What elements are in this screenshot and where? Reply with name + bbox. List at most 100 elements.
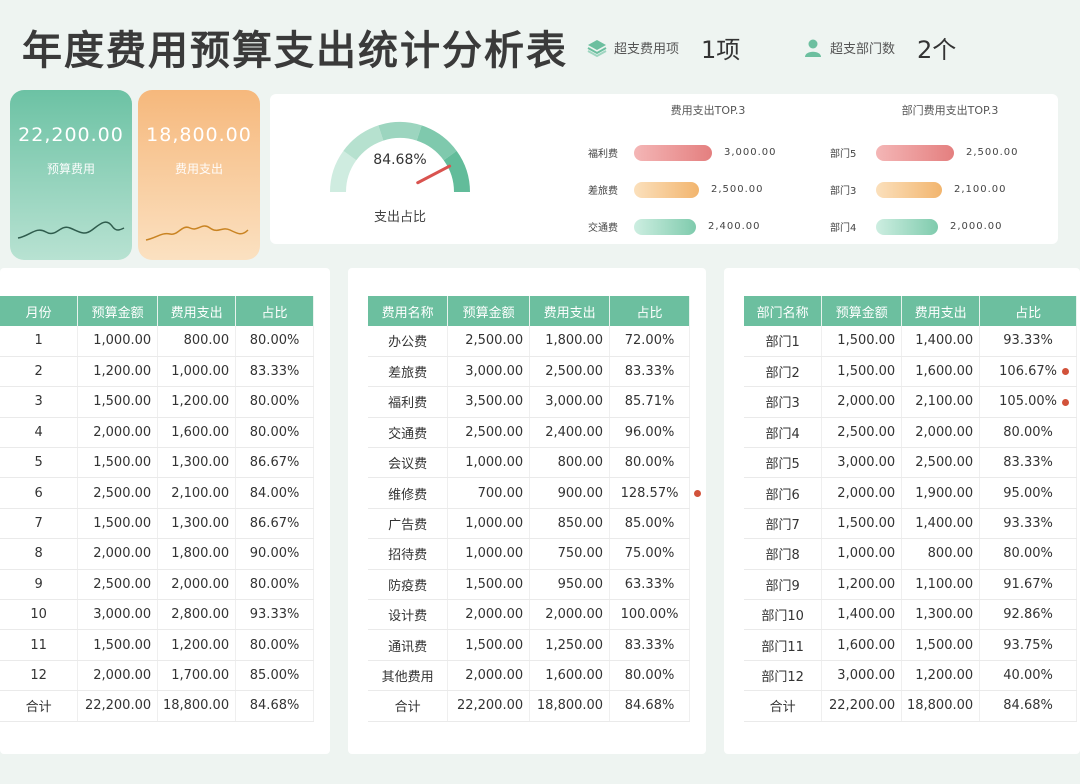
table-cell: 84.00%: [235, 477, 314, 509]
top-item-value: 2,000.00: [950, 221, 1003, 232]
over-items-stat: 超支费用项 1项: [586, 30, 740, 65]
table-cell: 2,100.00: [157, 477, 237, 509]
spend-label: 费用支出: [174, 162, 223, 176]
top-item-name: 福利费: [588, 149, 618, 160]
table-cell: 1,100.00: [901, 569, 981, 601]
table-cell: 广告费: [368, 508, 449, 540]
top-item-value: 3,000.00: [724, 147, 777, 158]
budget-label: 预算费用: [46, 162, 95, 176]
table-cell: 1,500.00: [821, 326, 903, 357]
table-cell: 85.71%: [609, 386, 690, 418]
table-cell: 1,500.00: [77, 629, 159, 661]
table-cell: 2,000.00: [77, 660, 159, 692]
table-cell: 办公费: [368, 326, 449, 357]
table-cell: 2,000.00: [77, 417, 159, 449]
table-cell: 1,900.00: [901, 477, 981, 509]
table-cell: 2: [0, 356, 79, 388]
table-cell: 2,100.00: [901, 386, 981, 418]
table-cell: 900.00: [529, 477, 611, 509]
table-row: 6 2,500.00 2,100.00 84.00%: [0, 477, 314, 509]
table-cell: 1,250.00: [529, 629, 611, 661]
table-row: 通讯费 1,500.00 1,250.00 83.33%: [368, 629, 690, 661]
table-row: 9 2,500.00 2,000.00 80.00%: [0, 569, 314, 601]
table-cell: 通讯费: [368, 629, 449, 661]
monthly-table: 月份 预算金额 费用支出 占比 1 1,000.00 800.00 80.00% 2 1,200.…: [0, 296, 314, 722]
table-cell: 700.00: [447, 477, 531, 509]
table-cell: 8: [0, 538, 79, 570]
top-item-bar: [634, 181, 699, 198]
table-cell: 1,200.00: [157, 386, 237, 418]
spend-sparkline-icon: [145, 225, 249, 241]
table-cell: 部门11: [744, 629, 823, 661]
top-item: 差旅费 2,500.00: [588, 171, 828, 208]
expense-table: 费用名称 预算金额 费用支出 占比 办公费 2,500.00 1,800.00 72.00% 差…: [368, 296, 690, 722]
table-cell: 800.00: [901, 538, 981, 570]
table-cell: 部门10: [744, 599, 823, 631]
table-cell: 18,800.00: [157, 690, 237, 722]
over-budget-dot: [694, 490, 701, 497]
top-item-value: 2,500.00: [966, 147, 1019, 158]
table-cell: 9: [0, 569, 79, 601]
table-cell: 1,500.00: [77, 508, 159, 540]
table-cell: 2,800.00: [157, 599, 237, 631]
table-row: 3 1,500.00 1,200.00 80.00%: [0, 386, 314, 418]
table-cell: 防疫费: [368, 569, 449, 601]
column-header: 费用支出: [529, 296, 611, 326]
table-cell: 2,500.00: [447, 417, 531, 449]
table-cell: 维修费: [368, 477, 449, 509]
table-cell: 差旅费: [368, 356, 449, 388]
table-row: 12 2,000.00 1,700.00 85.00%: [0, 660, 314, 692]
table-cell: 83.33%: [979, 447, 1077, 479]
table-cell: 3,000.00: [821, 447, 903, 479]
table-cell: 2,000.00: [447, 660, 531, 692]
top-item: 部门5 2,500.00: [830, 134, 1070, 171]
table-cell: 1,000.00: [77, 326, 159, 357]
table-row: 交通费 2,500.00 2,400.00 96.00%: [368, 417, 690, 449]
table-cell: 84.68%: [609, 690, 690, 722]
table-row: 部门12 3,000.00 1,200.00 40.00%: [744, 660, 1077, 692]
table-row: 维修费 700.00 900.00 128.57%: [368, 477, 690, 509]
table-cell: 2,500.00: [447, 326, 531, 357]
table-row: 11 1,500.00 1,200.00 80.00%: [0, 629, 314, 661]
top-item: 部门3 2,100.00: [830, 171, 1070, 208]
table-cell: 93.33%: [979, 508, 1077, 540]
over-depts-stat: 超支部门数 2个: [802, 30, 956, 65]
page-title: 年度费用预算支出统计分析表: [22, 28, 568, 74]
table-cell: 部门5: [744, 447, 823, 479]
table-row: 部门10 1,400.00 1,300.00 92.86%: [744, 599, 1077, 631]
table-cell: 2,500.00: [77, 569, 159, 601]
gauge-arc: [343, 125, 384, 161]
top-item-name: 部门5: [830, 149, 857, 160]
top-item-bar: [876, 218, 938, 235]
table-cell: 1,500.00: [77, 386, 159, 418]
table-cell: 6: [0, 477, 79, 509]
column-header: 占比: [979, 296, 1077, 326]
table-cell: 91.67%: [979, 569, 1077, 601]
table-cell: 83.33%: [235, 356, 314, 388]
table-cell: 1,600.00: [901, 356, 981, 388]
column-header: 费用支出: [157, 296, 237, 326]
table-cell: 80.00%: [235, 417, 314, 449]
column-header: 预算金额: [821, 296, 903, 326]
table-cell: 10: [0, 599, 79, 631]
table-cell: 80.00%: [235, 629, 314, 661]
table-row: 广告费 1,000.00 850.00 85.00%: [368, 508, 690, 540]
table-cell: 22,200.00: [821, 690, 903, 722]
table-cell: 部门1: [744, 326, 823, 357]
table-cell: 部门7: [744, 508, 823, 540]
table-cell: 合计: [0, 690, 79, 722]
table-cell: 850.00: [529, 508, 611, 540]
table-cell: 63.33%: [609, 569, 690, 601]
over-budget-dot: [1062, 368, 1069, 376]
table-row: 部门9 1,200.00 1,100.00 91.67%: [744, 569, 1077, 601]
column-header: 占比: [609, 296, 690, 326]
table-cell: 750.00: [529, 538, 611, 570]
table-cell: 83.33%: [609, 356, 690, 388]
column-header: 预算金额: [77, 296, 159, 326]
table-row: 4 2,000.00 1,600.00 80.00%: [0, 417, 314, 449]
gauge-arc: [330, 150, 357, 193]
table-cell: 设计费: [368, 599, 449, 631]
user-icon: [805, 39, 821, 57]
over-budget-dot: [1062, 398, 1069, 406]
top-item: 部门4 2,000.00: [830, 208, 1070, 245]
